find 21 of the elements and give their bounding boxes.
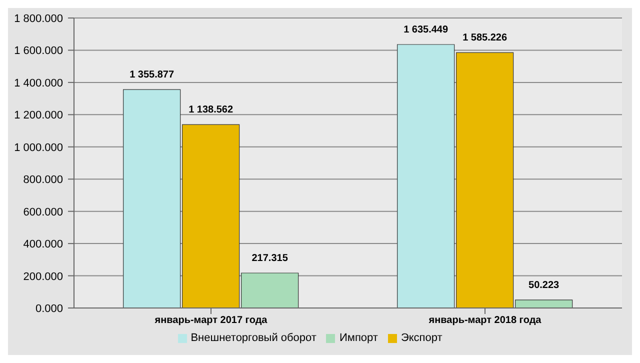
y-tick-label: 1 400.000 <box>14 77 63 90</box>
y-tick-label: 1 600.000 <box>14 45 63 58</box>
data-label: 217.315 <box>252 252 288 264</box>
y-tick-label: 400.000 <box>23 238 63 251</box>
legend-label: Импорт <box>339 332 378 344</box>
y-tick-label: 0.000 <box>35 303 63 315</box>
y-tick-label: 200.000 <box>23 270 63 283</box>
data-label: 1 355.877 <box>130 70 174 81</box>
data-label: 1 635.449 <box>404 24 448 36</box>
y-tick-label: 600.000 <box>23 206 63 218</box>
x-tick-label: январь-март 2018 года <box>428 315 542 326</box>
data-label: 1 138.562 <box>188 104 234 116</box>
data-label: 1 585.226 <box>462 32 508 44</box>
data-label: 50.223 <box>528 280 560 291</box>
legend-label: Экспорт <box>400 332 442 344</box>
x-tick-label: январь-март 2017 года <box>154 315 268 326</box>
y-tick-label: 1 800.000 <box>14 13 63 25</box>
y-tick-label: 800.000 <box>23 174 63 186</box>
y-tick-label: 1 200.000 <box>14 110 63 122</box>
legend-label: Внешнеторговый оборот <box>190 332 316 344</box>
y-tick-label: 1 000.000 <box>14 142 63 154</box>
